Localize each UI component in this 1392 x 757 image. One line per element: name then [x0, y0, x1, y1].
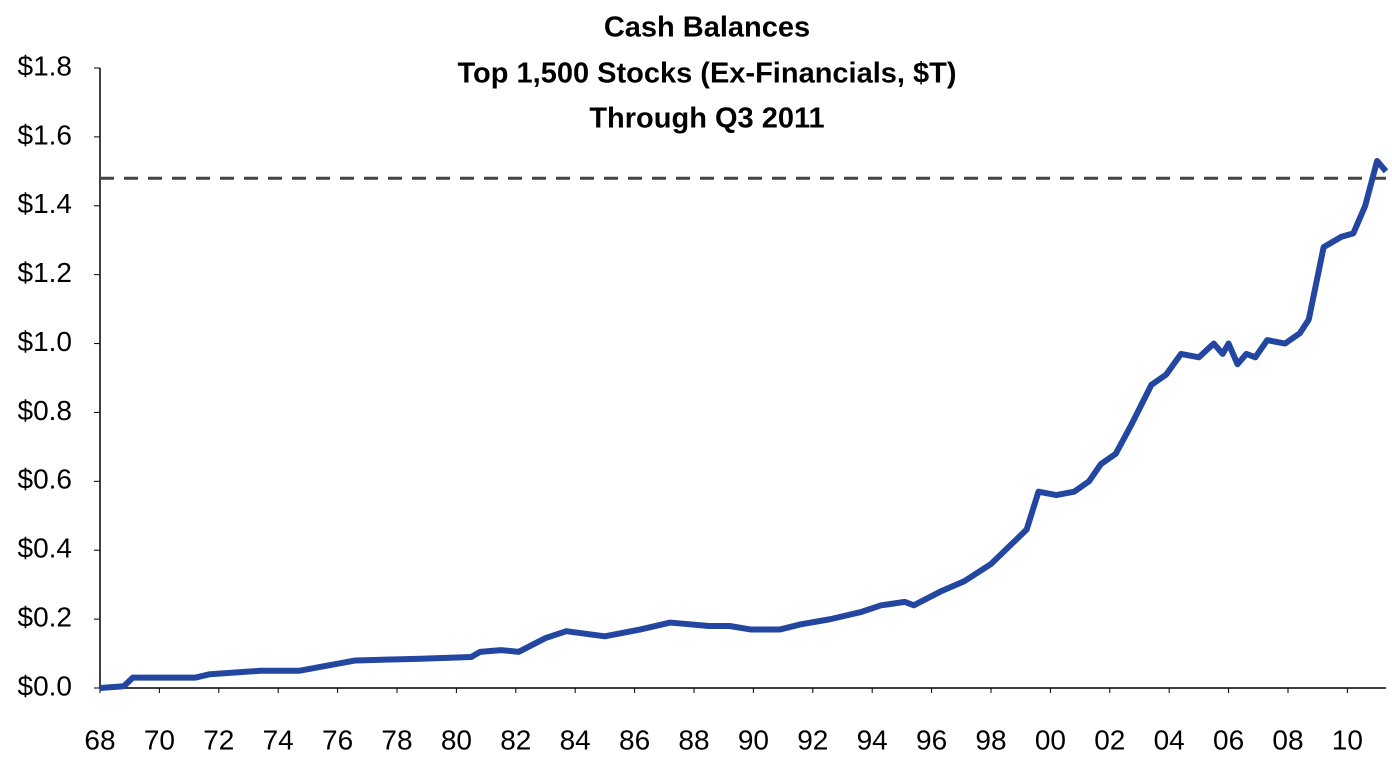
x-tick-label: 86 — [619, 724, 650, 755]
x-tick-label: 00 — [1035, 724, 1066, 755]
y-tick-label: $0.6 — [18, 464, 73, 495]
x-tick-label: 72 — [203, 724, 234, 755]
x-tick-label: 80 — [441, 724, 472, 755]
x-tick-label: 06 — [1213, 724, 1244, 755]
y-tick-label: $1.2 — [18, 257, 73, 288]
y-tick-label: $1.0 — [18, 326, 73, 357]
x-tick-label: 70 — [144, 724, 175, 755]
x-tick-label: 76 — [322, 724, 353, 755]
x-tick-label: 04 — [1154, 724, 1185, 755]
x-tick-label: 74 — [263, 724, 294, 755]
y-tick-label: $0.8 — [18, 395, 73, 426]
data-line — [99, 158, 1389, 691]
x-tick-label: 98 — [975, 724, 1006, 755]
x-tick-label: 08 — [1272, 724, 1303, 755]
chart-subtitle: Top 1,500 Stocks (Ex-Financials, $T) — [457, 58, 956, 90]
x-tick-label: 92 — [797, 724, 828, 755]
x-tick-label: 94 — [857, 724, 888, 755]
y-tick-label: $0.4 — [18, 533, 73, 564]
x-tick-label: 68 — [84, 724, 115, 755]
chart-subtitle: Through Q3 2011 — [589, 103, 824, 135]
chart-title: Cash Balances — [604, 12, 810, 44]
y-tick-label: $0.2 — [18, 602, 73, 633]
x-tick-label: 82 — [500, 724, 531, 755]
y-tick-label: $1.8 — [18, 50, 73, 81]
x-tick-label: 78 — [381, 724, 412, 755]
y-tick-label: $1.6 — [18, 119, 73, 150]
x-tick-label: 88 — [678, 724, 709, 755]
y-tick-label: $0.0 — [18, 670, 73, 701]
x-tick-label: 84 — [560, 724, 591, 755]
x-tick-label: 96 — [916, 724, 947, 755]
x-tick-label: 02 — [1094, 724, 1125, 755]
x-tick-label: 90 — [738, 724, 769, 755]
y-tick-label: $1.4 — [18, 188, 73, 219]
x-tick-label: 10 — [1332, 724, 1363, 755]
